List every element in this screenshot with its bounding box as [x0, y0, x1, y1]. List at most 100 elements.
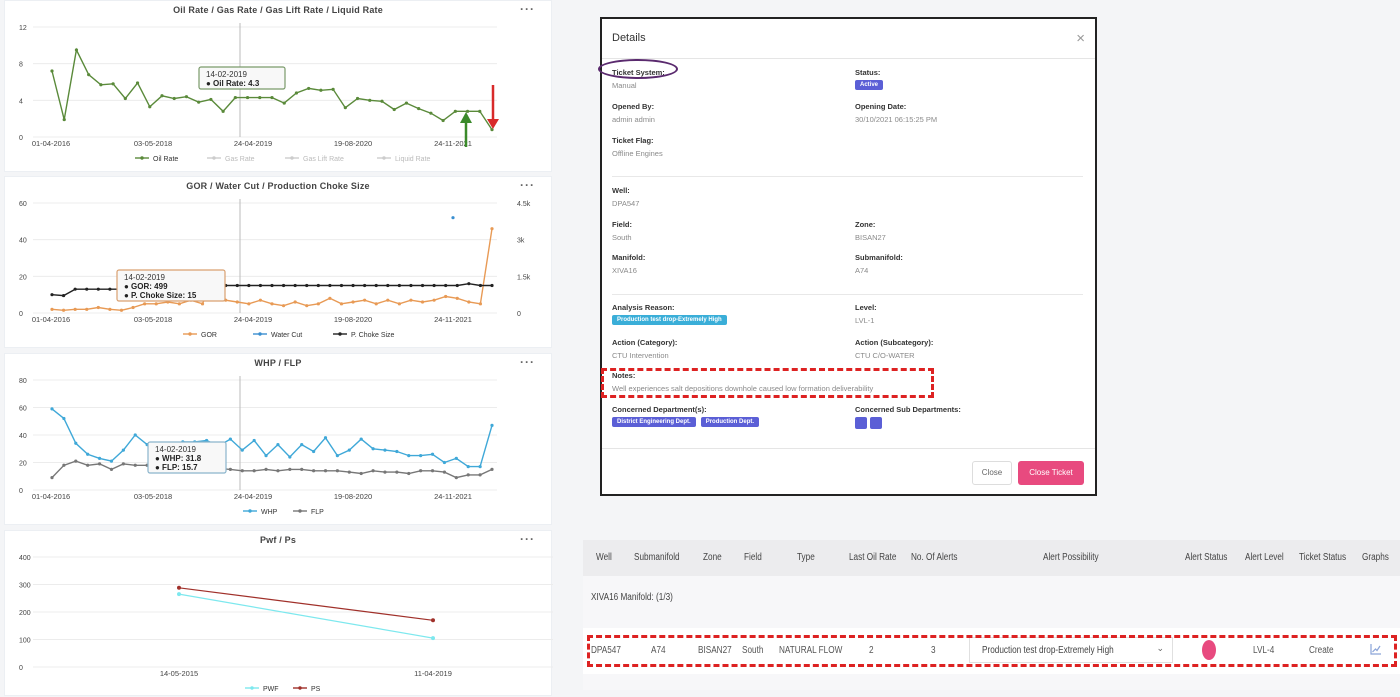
column-header[interactable]: Alert Status [1185, 552, 1228, 563]
data-point [465, 109, 470, 113]
data-point [444, 294, 448, 299]
status-badge: Active [855, 80, 884, 90]
action-subcategory-value: CTU C/O-WATER [855, 351, 915, 360]
tooltip-line: ● Oil Rate: 4.3 [206, 79, 260, 88]
data-point [235, 300, 239, 304]
chart-title: Oil Rate / Gas Rate / Gas Lift Rate / Li… [173, 5, 383, 15]
data-point [432, 283, 436, 288]
data-point [258, 95, 262, 100]
column-header[interactable]: Well [596, 552, 612, 563]
y-tick-label: 0 [19, 311, 23, 318]
chart-menu-button[interactable]: ··· [520, 532, 535, 546]
data-point [73, 307, 77, 311]
create-ticket-link[interactable]: Create [1309, 645, 1334, 656]
data-point [374, 283, 378, 288]
data-point [316, 283, 320, 288]
chart-menu-button[interactable]: ··· [520, 2, 535, 16]
data-point [339, 283, 344, 288]
data-point [363, 283, 367, 288]
manifold-group-label[interactable]: XIVA16 Manifold: (1/3) [591, 592, 673, 603]
zone-field: Zone: BISAN27 [855, 220, 886, 242]
data-point [258, 283, 263, 288]
column-header[interactable]: Graphs [1362, 552, 1389, 563]
data-point [455, 296, 459, 300]
close-icon[interactable]: × [1076, 30, 1085, 47]
data-point [467, 300, 471, 304]
y-tick-label: 12 [19, 25, 27, 32]
column-header[interactable]: Zone [703, 552, 722, 563]
cell-last-oil-rate: 2 [869, 645, 874, 656]
data-point [478, 109, 482, 113]
data-point [305, 283, 309, 288]
data-point [87, 73, 91, 77]
tooltip-line: ● P. Choke Size: 15 [124, 291, 197, 300]
column-header[interactable]: Last Oil Rate [849, 552, 897, 563]
chart-menu-button[interactable]: ··· [520, 355, 535, 369]
data-point [109, 459, 114, 463]
chart-icon[interactable] [1370, 643, 1382, 655]
column-header[interactable]: Ticket Status [1299, 552, 1347, 563]
chart-title: WHP / FLP [254, 358, 302, 368]
y-tick-label: 20 [19, 274, 27, 281]
chart-menu-button[interactable]: ··· [520, 178, 535, 192]
chart-panel-gor: GOR / Water Cut / Production Choke Size … [4, 176, 552, 348]
action-category-field: Action (Category): CTU Intervention [612, 338, 677, 360]
cell-alert-level: LVL-4 [1253, 645, 1275, 656]
data-point [276, 443, 280, 447]
data-point [245, 95, 250, 100]
tooltip-line: ● WHP: 31.8 [155, 454, 202, 463]
column-header[interactable]: Type [797, 552, 815, 563]
data-point [312, 449, 316, 454]
opening-date-field: Opening Date: 30/10/2021 06:15:25 PM [855, 102, 937, 124]
y-tick-label: 8 [19, 62, 23, 69]
column-header[interactable]: Alert Possibility [1043, 552, 1099, 563]
data-point [444, 283, 448, 288]
data-point [383, 448, 387, 452]
departments-label: Concerned Department(s): [612, 405, 707, 414]
column-header[interactable]: Field [744, 552, 762, 563]
data-point [347, 470, 351, 474]
data-point [270, 283, 274, 288]
series-line-ps [178, 587, 434, 621]
close-button[interactable]: Close [972, 461, 1012, 485]
data-point [111, 82, 115, 86]
data-point [347, 448, 351, 452]
divider [612, 176, 1083, 177]
column-header[interactable]: No. Of Alerts [911, 552, 958, 563]
x-tick-label: 24-11-2021 [434, 492, 472, 501]
data-point [86, 452, 90, 456]
chart-title: Pwf / Ps [259, 535, 297, 545]
y-tick-label: 40 [19, 238, 27, 245]
column-header[interactable]: Submanifold [634, 552, 680, 563]
data-point [392, 107, 396, 112]
data-point [351, 283, 355, 288]
data-point [123, 96, 127, 101]
data-point [121, 462, 125, 466]
data-point [478, 473, 482, 477]
action-subcategory-label: Action (Subcategory): [855, 338, 934, 347]
ticket-flag-field: Ticket Flag: Offline Engines [612, 136, 663, 158]
data-point [264, 467, 268, 471]
series-line-whp [51, 408, 493, 468]
well-label: Well: [612, 186, 630, 195]
analysis-reason-badge: Production test drop-Extremely High [612, 315, 727, 325]
data-point [62, 117, 66, 122]
analysis-reason-field: Analysis Reason: Production test drop-Ex… [612, 303, 727, 325]
data-point [420, 283, 425, 288]
data-point [442, 470, 447, 474]
close-ticket-button[interactable]: Close Ticket [1018, 461, 1084, 485]
cell-submanifold: A74 [651, 645, 666, 656]
action-subcategory-field: Action (Subcategory): CTU C/O-WATER [855, 338, 933, 360]
well-value: DPA547 [612, 199, 640, 208]
data-point [407, 454, 411, 458]
data-point [368, 98, 372, 102]
data-point [74, 441, 78, 445]
data-point [228, 467, 232, 471]
column-header[interactable]: Alert Level [1245, 552, 1284, 563]
data-point [455, 283, 459, 288]
level-field: Level: LVL-1 [855, 303, 877, 325]
data-point [85, 307, 89, 311]
tooltip-line: ● GOR: 499 [124, 282, 168, 291]
data-point [430, 469, 435, 473]
data-point [197, 100, 201, 104]
